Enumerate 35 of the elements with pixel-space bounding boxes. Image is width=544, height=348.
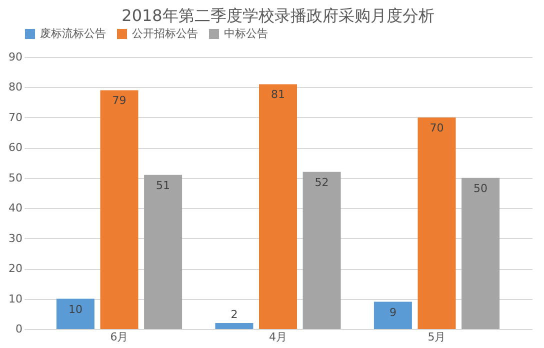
bar [215, 322, 254, 329]
bar [374, 302, 412, 329]
x-tick-label: 4月 [269, 330, 287, 344]
data-label: 2 [230, 308, 238, 321]
chart-title: 2018年第二季度学校录播政府采购月度分析 [122, 6, 434, 25]
data-label: 79 [112, 94, 126, 108]
legend-label: 公开招标公告 [132, 27, 198, 40]
y-tick-label: 50 [8, 171, 22, 184]
data-label: 51 [156, 178, 170, 192]
x-tick-label: 6月 [110, 330, 128, 344]
data-label: 70 [430, 121, 444, 134]
bar [302, 172, 341, 329]
data-label: 52 [314, 176, 329, 189]
data-label: 81 [271, 88, 285, 102]
y-tick-label: 0 [16, 322, 22, 336]
data-label: 50 [474, 182, 488, 195]
y-tick-label: 30 [8, 232, 22, 245]
y-tick-label: 90 [8, 50, 22, 64]
y-tick-label: 20 [8, 262, 22, 276]
bar [418, 117, 456, 329]
y-tick-label: 80 [8, 80, 22, 94]
data-label: 9 [389, 306, 396, 319]
bar [56, 298, 94, 329]
bar [462, 178, 500, 329]
data-label: 10 [68, 302, 82, 316]
y-tick-label: 10 [8, 292, 22, 306]
y-tick-label: 60 [8, 141, 22, 154]
legend-label: 中标公告 [224, 27, 268, 40]
bar [259, 84, 297, 329]
y-tick-label: 40 [8, 202, 22, 215]
bar [100, 90, 138, 329]
x-tick-label: 5月 [428, 330, 446, 344]
legend-label: 废标流标公告 [40, 27, 106, 40]
bar [144, 174, 182, 329]
y-tick-label: 70 [8, 110, 22, 124]
